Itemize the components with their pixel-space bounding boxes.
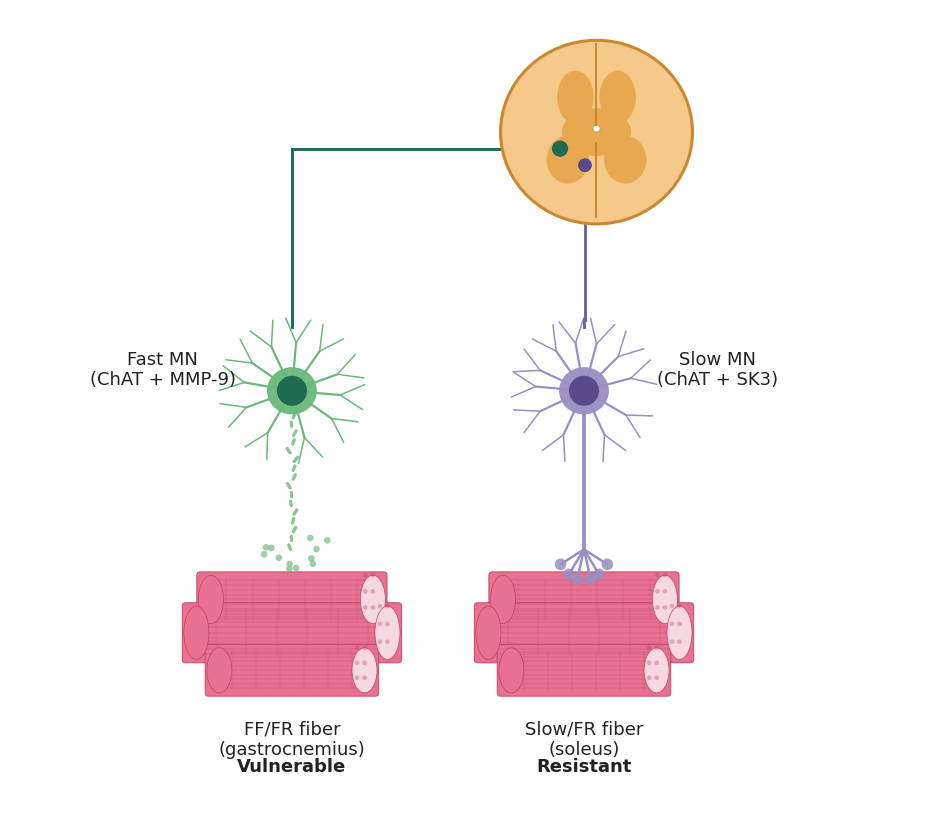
Circle shape bbox=[313, 546, 320, 553]
Circle shape bbox=[552, 140, 568, 157]
Circle shape bbox=[371, 589, 376, 594]
FancyBboxPatch shape bbox=[197, 572, 387, 627]
Circle shape bbox=[371, 605, 376, 610]
Ellipse shape bbox=[557, 71, 593, 123]
Circle shape bbox=[670, 622, 674, 626]
Circle shape bbox=[355, 675, 359, 680]
Circle shape bbox=[355, 645, 359, 650]
Text: Resistant: Resistant bbox=[536, 758, 631, 776]
Ellipse shape bbox=[652, 575, 677, 623]
Circle shape bbox=[378, 604, 382, 608]
Circle shape bbox=[363, 605, 368, 610]
Ellipse shape bbox=[604, 136, 647, 183]
Circle shape bbox=[268, 544, 275, 551]
Ellipse shape bbox=[375, 606, 400, 659]
FancyBboxPatch shape bbox=[183, 603, 401, 663]
Ellipse shape bbox=[476, 606, 501, 659]
Circle shape bbox=[655, 573, 660, 578]
Circle shape bbox=[663, 573, 668, 578]
Circle shape bbox=[563, 569, 574, 580]
Circle shape bbox=[670, 639, 674, 644]
Circle shape bbox=[663, 605, 668, 610]
Circle shape bbox=[293, 564, 300, 571]
Ellipse shape bbox=[491, 575, 515, 623]
Ellipse shape bbox=[499, 648, 524, 693]
Ellipse shape bbox=[352, 648, 377, 693]
Circle shape bbox=[592, 125, 600, 132]
Ellipse shape bbox=[644, 648, 670, 693]
Ellipse shape bbox=[360, 575, 385, 623]
Circle shape bbox=[355, 660, 359, 665]
Circle shape bbox=[677, 604, 682, 608]
Ellipse shape bbox=[547, 136, 589, 183]
Text: Vulnerable: Vulnerable bbox=[238, 758, 346, 776]
Circle shape bbox=[363, 589, 368, 594]
Ellipse shape bbox=[500, 40, 692, 224]
Circle shape bbox=[262, 544, 269, 551]
FancyBboxPatch shape bbox=[205, 644, 378, 696]
Circle shape bbox=[569, 375, 599, 406]
Circle shape bbox=[385, 622, 390, 626]
Circle shape bbox=[277, 375, 307, 406]
Circle shape bbox=[261, 551, 267, 558]
Text: Slow/FR fiber
(soleus): Slow/FR fiber (soleus) bbox=[525, 721, 643, 759]
Circle shape bbox=[655, 589, 660, 594]
FancyBboxPatch shape bbox=[489, 572, 679, 627]
Circle shape bbox=[307, 534, 314, 541]
Circle shape bbox=[647, 675, 651, 680]
Circle shape bbox=[593, 569, 605, 580]
Circle shape bbox=[371, 573, 376, 578]
Circle shape bbox=[276, 554, 282, 561]
Circle shape bbox=[385, 639, 390, 644]
Circle shape bbox=[308, 555, 315, 562]
Circle shape bbox=[378, 639, 382, 644]
Ellipse shape bbox=[206, 648, 232, 693]
Circle shape bbox=[677, 639, 682, 644]
Circle shape bbox=[363, 573, 368, 578]
Circle shape bbox=[572, 574, 583, 585]
Circle shape bbox=[362, 660, 367, 665]
Circle shape bbox=[654, 660, 659, 665]
Circle shape bbox=[677, 622, 682, 626]
Circle shape bbox=[286, 565, 293, 572]
Circle shape bbox=[286, 560, 293, 567]
Circle shape bbox=[647, 645, 651, 650]
Ellipse shape bbox=[562, 108, 631, 156]
FancyBboxPatch shape bbox=[475, 603, 693, 663]
Ellipse shape bbox=[199, 575, 223, 623]
Circle shape bbox=[670, 604, 674, 608]
Circle shape bbox=[578, 158, 592, 172]
Ellipse shape bbox=[268, 368, 316, 414]
Text: Fast MN
(ChAT + MMP-9): Fast MN (ChAT + MMP-9) bbox=[89, 350, 236, 389]
Circle shape bbox=[654, 675, 659, 680]
Circle shape bbox=[362, 645, 367, 650]
Circle shape bbox=[324, 537, 331, 543]
Ellipse shape bbox=[184, 606, 209, 659]
FancyBboxPatch shape bbox=[497, 644, 670, 696]
Ellipse shape bbox=[667, 606, 692, 659]
Circle shape bbox=[655, 605, 660, 610]
Circle shape bbox=[378, 622, 382, 626]
Text: Slow MN
(ChAT + SK3): Slow MN (ChAT + SK3) bbox=[657, 350, 778, 389]
Circle shape bbox=[385, 604, 390, 608]
Ellipse shape bbox=[560, 368, 609, 414]
Circle shape bbox=[362, 675, 367, 680]
Circle shape bbox=[663, 589, 668, 594]
Text: FF/FR fiber
(gastrocnemius): FF/FR fiber (gastrocnemius) bbox=[219, 721, 365, 759]
Circle shape bbox=[585, 574, 596, 585]
Circle shape bbox=[647, 660, 651, 665]
Circle shape bbox=[654, 645, 659, 650]
Ellipse shape bbox=[599, 71, 636, 123]
Circle shape bbox=[601, 559, 613, 570]
Circle shape bbox=[309, 560, 316, 567]
Circle shape bbox=[554, 559, 567, 570]
